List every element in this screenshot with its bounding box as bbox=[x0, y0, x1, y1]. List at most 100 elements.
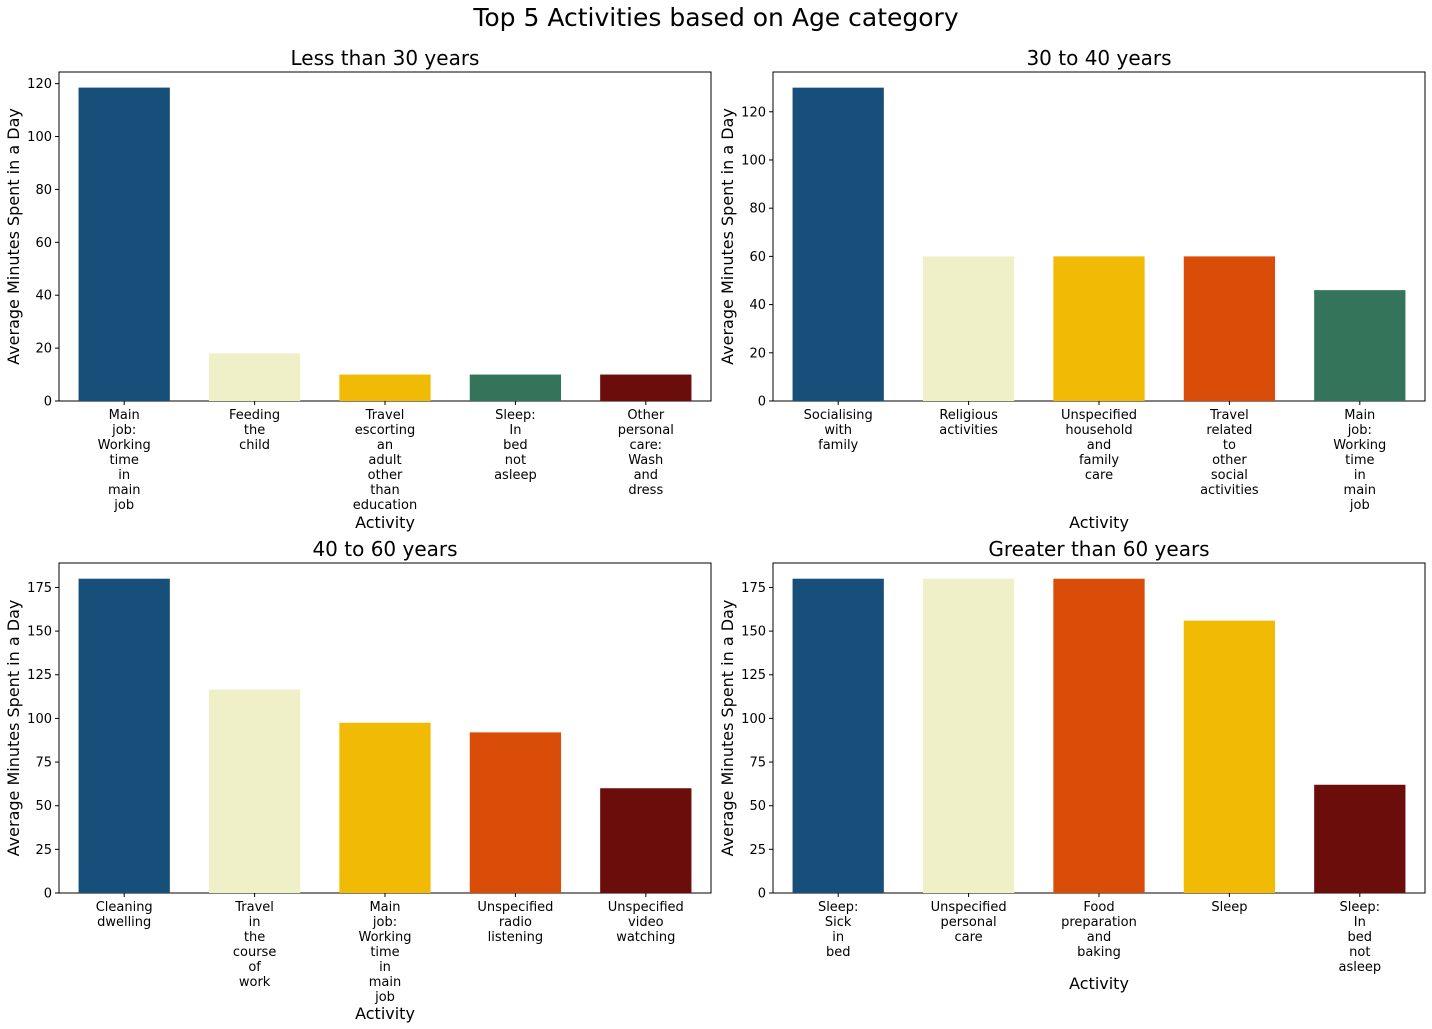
subplot-title: 40 to 60 years bbox=[312, 537, 457, 561]
x-tick-label: Unspecified video watching bbox=[608, 900, 684, 945]
y-tick-label: 25 bbox=[35, 843, 52, 858]
bar bbox=[469, 732, 562, 893]
x-tick-label-line: Cleaning bbox=[96, 900, 153, 915]
x-tick-label: Cleaning dwelling bbox=[96, 900, 153, 930]
x-tick-label-line: dress bbox=[628, 483, 663, 498]
y-tick-label: 125 bbox=[741, 668, 766, 683]
x-tick-label-line: Sick bbox=[825, 915, 852, 930]
x-tick-label-line: Main bbox=[109, 408, 140, 423]
figure-title: Top 5 Activities based on Age category bbox=[472, 3, 958, 32]
x-tick-label-line: in bbox=[249, 915, 261, 930]
x-tick-label-line: bed bbox=[1348, 930, 1373, 945]
x-tick-label-line: Working bbox=[1333, 438, 1386, 453]
x-tick-label-line: Main bbox=[369, 900, 400, 915]
x-tick-label-line: family bbox=[818, 438, 858, 453]
bar bbox=[1314, 784, 1406, 893]
y-tick-label: 100 bbox=[741, 153, 766, 168]
x-tick-label-line: time bbox=[110, 453, 139, 468]
y-tick-label: 120 bbox=[741, 105, 766, 120]
x-tick-label-line: job: bbox=[111, 423, 136, 438]
x-tick-label: Sleep: In bed not asleep bbox=[494, 408, 537, 483]
x-tick-label: Main job: Working time in main job bbox=[98, 408, 151, 513]
bar bbox=[339, 374, 431, 401]
y-tick-label: 120 bbox=[27, 77, 52, 92]
bar bbox=[1314, 290, 1406, 401]
x-tick-label: Main job: Working time in main job bbox=[1333, 408, 1386, 513]
bar bbox=[339, 722, 431, 893]
x-axis-label: Activity bbox=[1069, 513, 1129, 532]
x-tick-label-line: main bbox=[369, 975, 401, 990]
bar bbox=[78, 578, 170, 893]
x-tick-label-line: adult bbox=[368, 453, 401, 468]
x-tick-label: Socialising with family bbox=[804, 408, 873, 453]
x-axis-label: Activity bbox=[1069, 974, 1129, 993]
x-tick-label: Religious activities bbox=[939, 408, 998, 438]
bar bbox=[1053, 578, 1145, 893]
x-tick-label-line: Unspecified bbox=[1061, 408, 1137, 423]
x-tick-label-line: of bbox=[248, 960, 261, 975]
y-tick-label: 60 bbox=[35, 236, 52, 251]
x-tick-label-line: the bbox=[244, 423, 265, 438]
x-tick-label: Main job: Working time in main job bbox=[358, 900, 411, 1005]
x-tick-label: Food preparation and baking bbox=[1061, 900, 1137, 960]
x-tick-label-line: escorting bbox=[355, 423, 415, 438]
subplot-4: Greater than 60 years 0 25 50 75 100 125 150 175… bbox=[718, 537, 1426, 993]
x-tick-label-line: family bbox=[1079, 453, 1119, 468]
y-tick-label: 125 bbox=[27, 668, 52, 683]
x-tick-label-line: the bbox=[244, 930, 265, 945]
x-tick-label: Travel escorting an adult other than education bbox=[353, 408, 418, 513]
x-tick-label-line: Sleep bbox=[1211, 900, 1247, 915]
x-tick-label: Feeding the child bbox=[229, 408, 280, 453]
bar bbox=[922, 256, 1015, 401]
x-tick-label-line: job bbox=[374, 990, 395, 1005]
y-tick-label: 80 bbox=[749, 202, 766, 217]
x-tick-label-line: job bbox=[1349, 498, 1370, 513]
y-axis-label: Average Minutes Spent in a Day bbox=[4, 108, 23, 365]
x-tick-label-line: than bbox=[370, 483, 400, 498]
x-tick-label: Other personal care: Wash and dress bbox=[618, 408, 674, 498]
x-tick-label-line: and bbox=[1087, 930, 1111, 945]
y-tick-label: 175 bbox=[27, 581, 52, 596]
x-tick-label-line: In bbox=[509, 423, 521, 438]
x-tick-label-line: Main bbox=[1344, 408, 1375, 423]
x-tick-label-line: with bbox=[824, 423, 852, 438]
x-tick-label: Unspecified personal care bbox=[931, 900, 1007, 945]
x-tick-label-line: work bbox=[239, 975, 271, 990]
x-axis-label: Activity bbox=[355, 1004, 415, 1023]
x-axis-label: Activity bbox=[355, 513, 415, 532]
x-tick-label-line: Wash bbox=[628, 453, 663, 468]
x-tick-label: Travel in the course of work bbox=[233, 900, 276, 990]
y-tick-label: 100 bbox=[27, 712, 52, 727]
x-tick-label-line: personal bbox=[618, 423, 674, 438]
y-tick-label: 80 bbox=[35, 183, 52, 198]
x-tick-label-line: and bbox=[634, 468, 658, 483]
subplot-title: Less than 30 years bbox=[291, 46, 480, 70]
x-tick-label-line: asleep bbox=[1338, 960, 1381, 975]
x-tick-label-line: main bbox=[1344, 483, 1376, 498]
bar bbox=[792, 87, 884, 402]
y-axis-label: Average Minutes Spent in a Day bbox=[4, 600, 23, 857]
y-tick-label: 50 bbox=[35, 799, 52, 814]
x-tick-label-line: Unspecified bbox=[608, 900, 684, 915]
x-tick-label-line: other bbox=[368, 468, 403, 483]
x-tick-label-line: Other bbox=[627, 408, 665, 423]
y-tick-label: 100 bbox=[741, 712, 766, 727]
x-tick-label-line: activities bbox=[1200, 483, 1259, 498]
y-tick-label: 40 bbox=[35, 289, 52, 304]
x-tick-label-line: in bbox=[1354, 468, 1366, 483]
x-tick-label-line: job: bbox=[1347, 423, 1372, 438]
y-tick-label: 40 bbox=[749, 298, 766, 313]
x-tick-label-line: not bbox=[1349, 945, 1370, 960]
y-tick-label: 50 bbox=[749, 799, 766, 814]
x-tick-label-line: related bbox=[1206, 423, 1252, 438]
subplot-2: 30 to 40 years 0 20 40 60 80 100 120 Socialising… bbox=[718, 46, 1426, 532]
x-tick-label-line: education bbox=[353, 498, 418, 513]
x-tick-label-line: video bbox=[628, 915, 664, 930]
x-tick-label-line: course bbox=[233, 945, 276, 960]
bar bbox=[1053, 256, 1145, 401]
x-tick-label-line: Sleep: bbox=[818, 900, 859, 915]
x-tick-label-line: child bbox=[239, 438, 270, 453]
y-tick-label: 150 bbox=[741, 625, 766, 640]
x-tick-label-line: Travel bbox=[1209, 408, 1249, 423]
y-tick-label: 150 bbox=[27, 625, 52, 640]
